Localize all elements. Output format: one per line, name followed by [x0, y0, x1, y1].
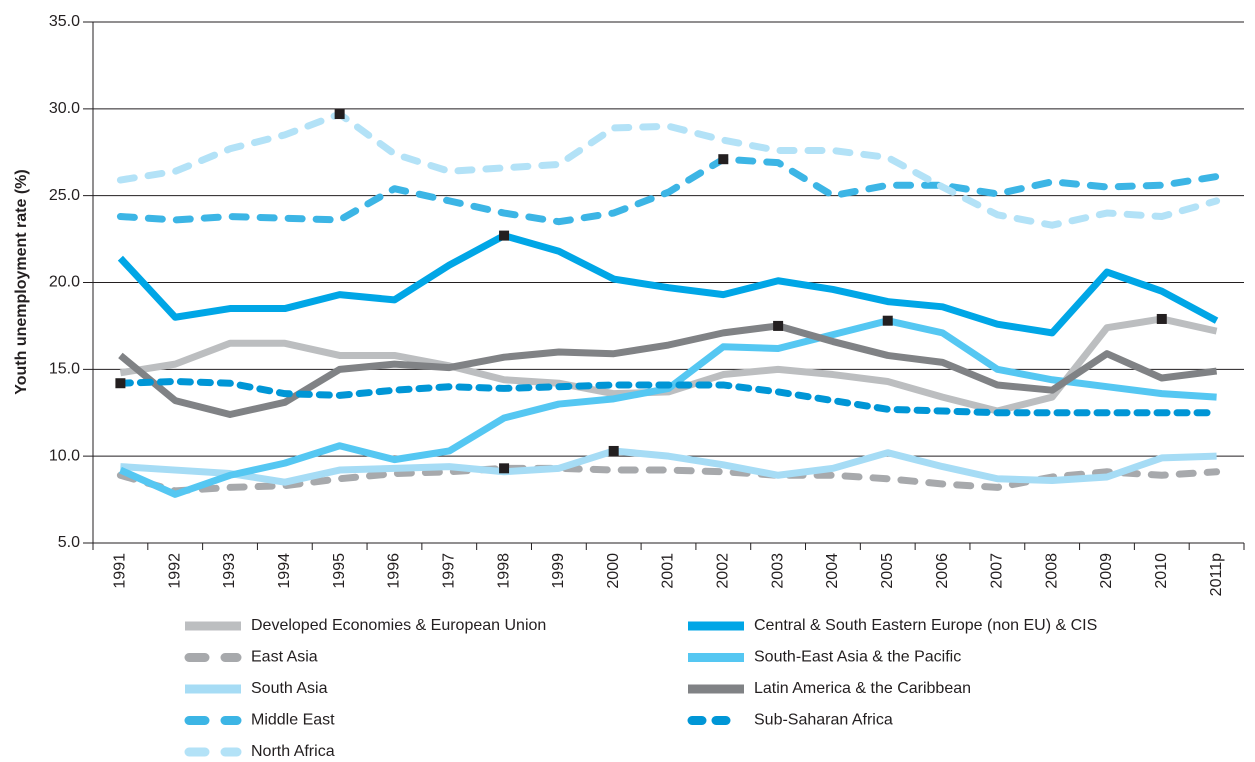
peak-marker [1156, 313, 1167, 324]
x-tick-label: 2011p [1208, 553, 1225, 596]
x-tick-label: 2008 [1043, 553, 1060, 589]
series-line [118, 322, 1218, 418]
series-line [116, 155, 1221, 226]
x-tick-label: 1999 [550, 553, 567, 589]
y-tick-label: 15.0 [49, 361, 80, 378]
x-tick-label: 2001 [660, 553, 677, 589]
series-line [116, 110, 1221, 229]
peak-marker [718, 154, 729, 165]
legend-label: Latin America & the Caribbean [754, 680, 971, 697]
x-tick-label: 2005 [879, 553, 896, 589]
x-tick-label: 2004 [824, 553, 841, 589]
y-tick-label: 35.0 [49, 13, 80, 30]
series-line [116, 464, 1221, 495]
peak-marker [499, 463, 510, 474]
x-tick-label: 1993 [221, 553, 238, 589]
y-tick-label: 20.0 [49, 274, 80, 291]
x-tick-label: 1997 [440, 553, 457, 589]
x-tick-label: 2000 [605, 553, 622, 589]
y-tick-label: 25.0 [49, 187, 80, 204]
legend-label: East Asia [251, 649, 318, 666]
x-tick-label: 1998 [495, 553, 512, 589]
x-tick-label: 1995 [331, 553, 348, 589]
legend-label: Central & South Eastern Europe (non EU) … [754, 617, 1097, 634]
x-tick-label: 2002 [715, 553, 732, 589]
x-tick-label: 1996 [386, 553, 403, 589]
x-tick-label: 2010 [1153, 553, 1170, 589]
x-tick-label: 1991 [112, 553, 129, 589]
legend-label: South-East Asia & the Pacific [754, 649, 961, 666]
peak-marker [882, 315, 893, 326]
x-tick-label: 1994 [276, 553, 293, 589]
x-tick-label: 2009 [1098, 553, 1115, 589]
legend-label: South Asia [251, 680, 328, 697]
legend-label: Middle East [251, 712, 335, 729]
series-line [120, 447, 1217, 486]
y-tick-label: 5.0 [58, 534, 80, 551]
legend-label: North Africa [251, 743, 335, 760]
peak-marker [334, 109, 345, 120]
peak-marker [773, 320, 784, 331]
legend-label: Sub-Saharan Africa [754, 712, 893, 729]
series-line [117, 232, 1219, 337]
x-tick-label: 2006 [934, 553, 951, 589]
series-line [116, 377, 1221, 417]
y-tick-label: 30.0 [49, 100, 80, 117]
x-tick-label: 2003 [769, 553, 786, 589]
peak-marker [499, 230, 510, 241]
x-tick-label: 2007 [989, 553, 1006, 589]
peak-marker [608, 445, 619, 456]
x-tick-label: 1992 [166, 553, 183, 589]
peak-marker [115, 378, 126, 389]
legend-label: Developed Economies & European Union [251, 617, 546, 634]
y-axis-label: Youth unemployment rate (%) [13, 169, 30, 395]
y-tick-label: 10.0 [49, 447, 80, 464]
